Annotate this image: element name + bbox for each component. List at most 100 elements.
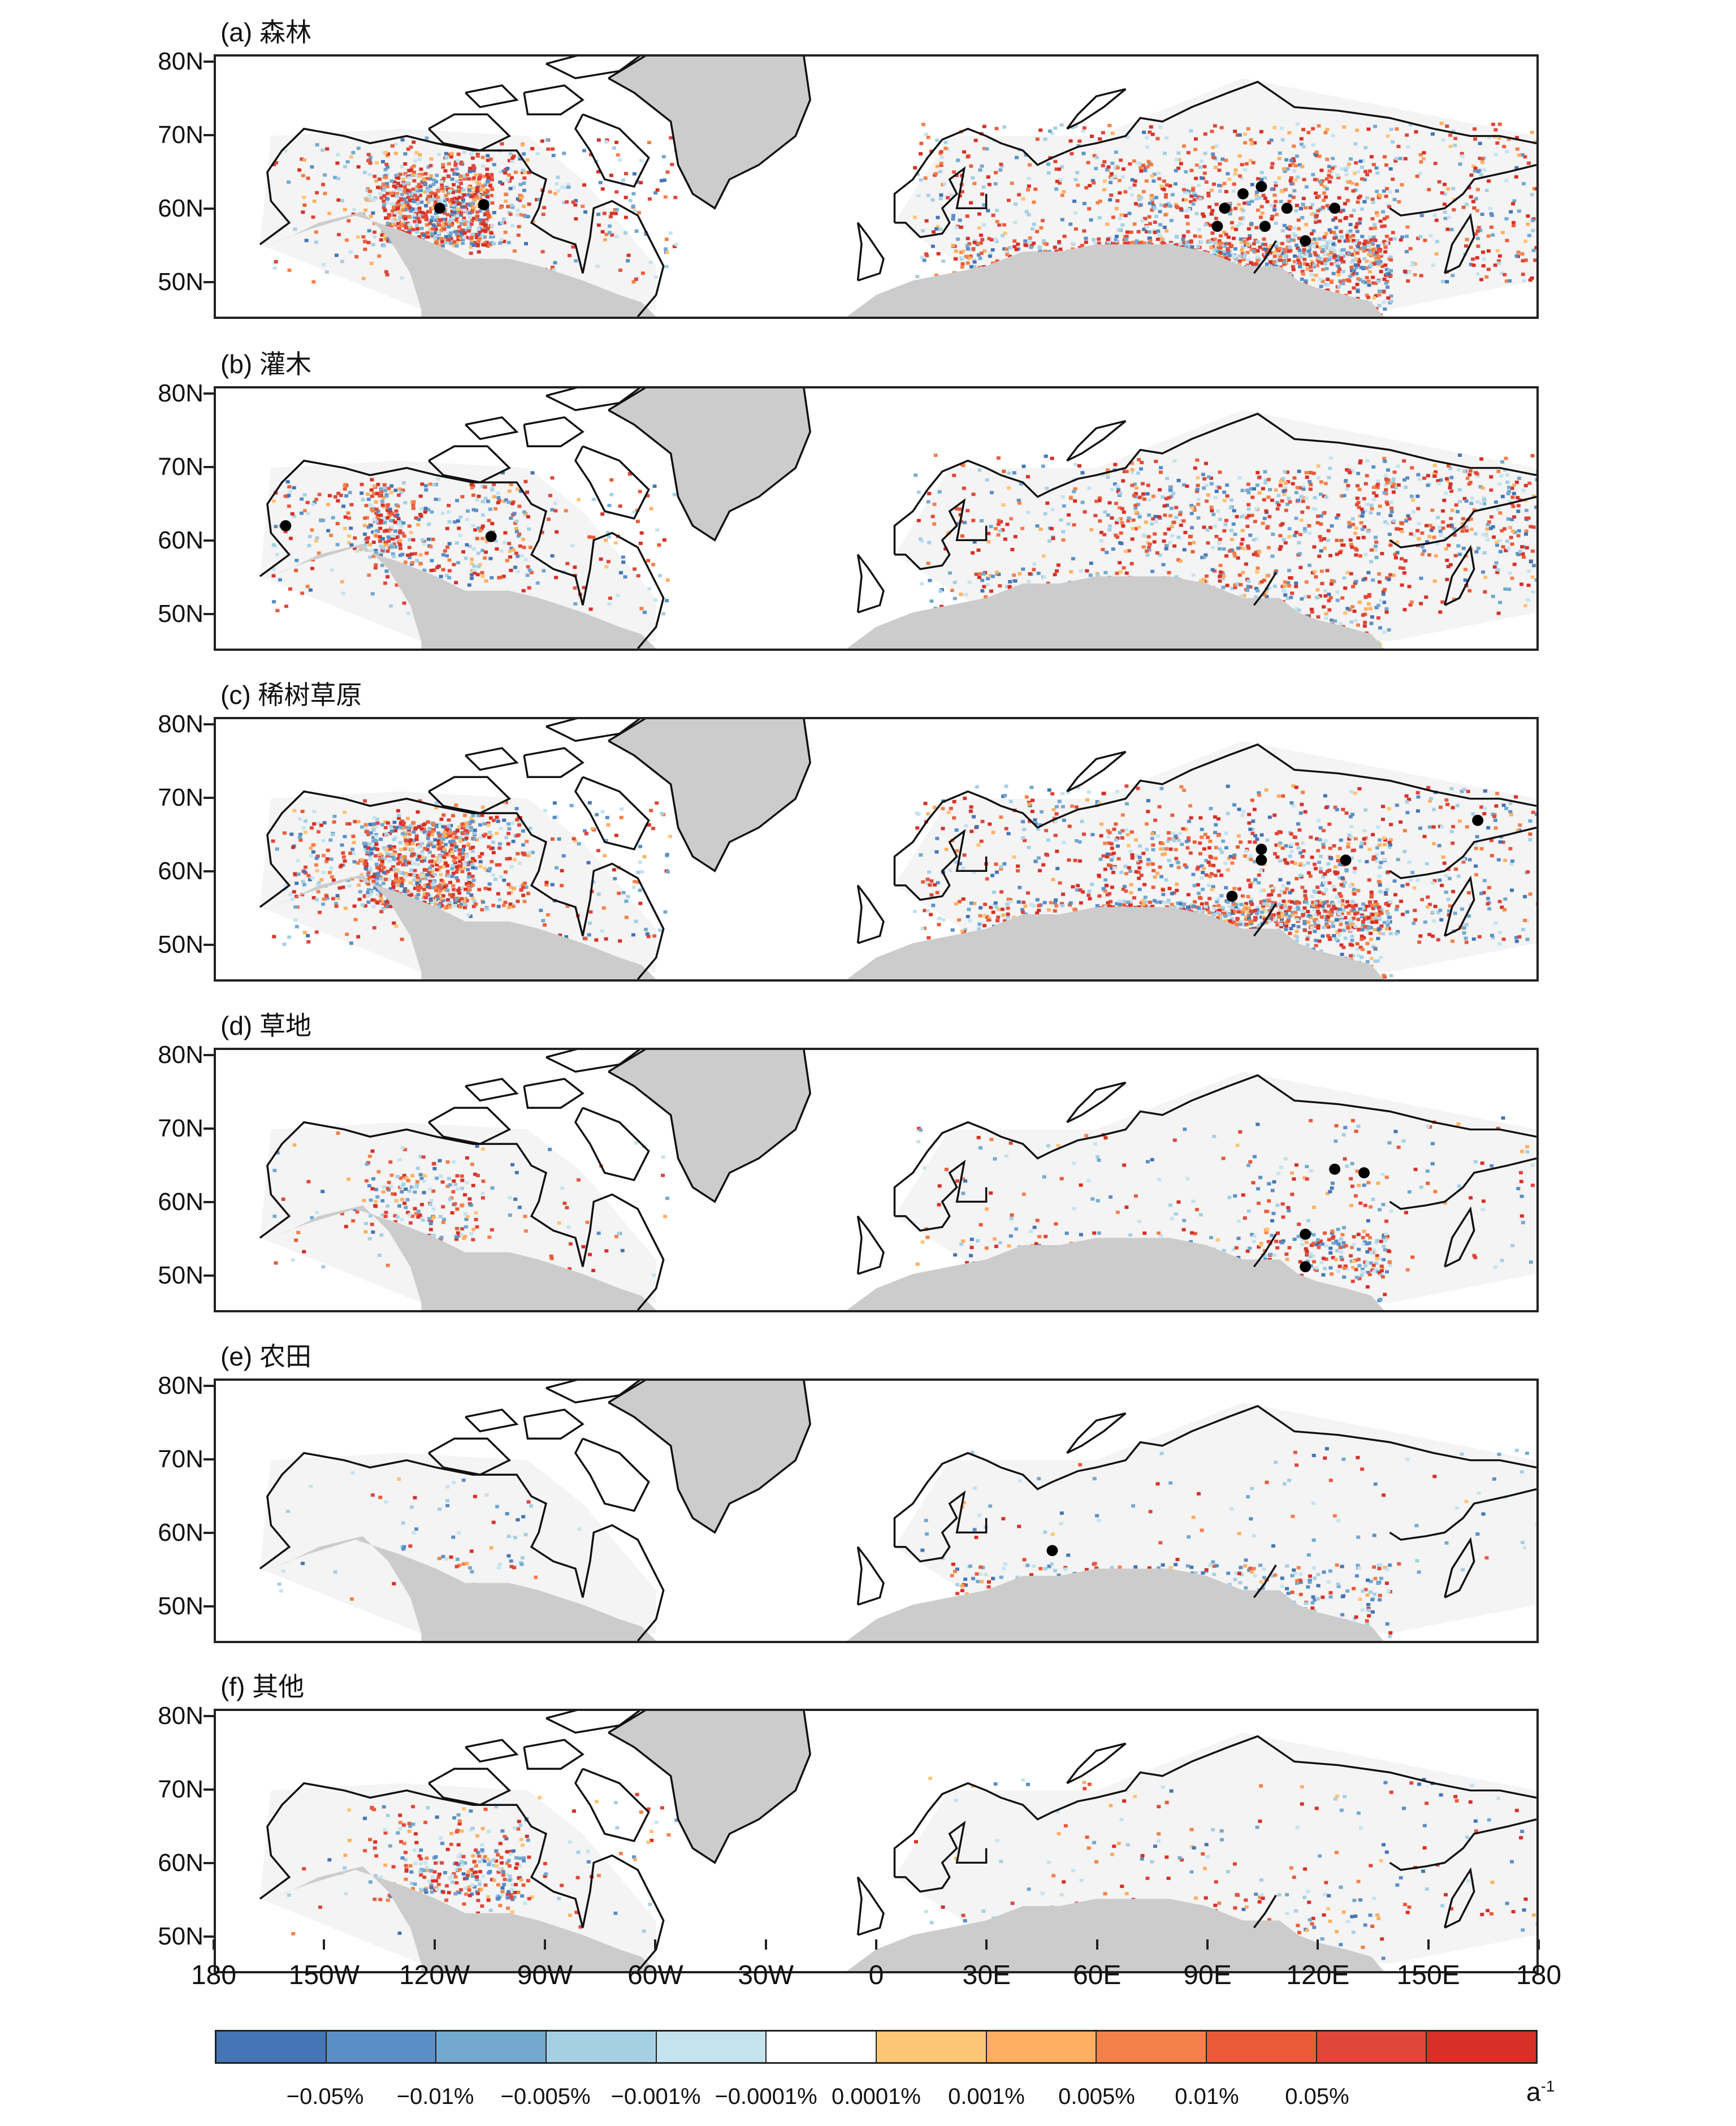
- trend-pixel: [343, 487, 347, 491]
- trend-pixel: [1337, 261, 1341, 265]
- trend-pixel: [994, 171, 998, 175]
- trend-pixel: [1014, 248, 1019, 252]
- trend-pixel: [1427, 553, 1431, 557]
- trend-pixel: [1153, 515, 1158, 518]
- trend-pixel: [1350, 269, 1354, 273]
- trend-pixel: [1521, 555, 1526, 559]
- trend-pixel: [376, 509, 380, 513]
- trend-pixel: [378, 538, 382, 542]
- trend-pixel: [550, 267, 555, 271]
- trend-pixel: [384, 494, 389, 498]
- trend-pixel: [1196, 245, 1201, 249]
- trend-pixel: [394, 509, 399, 513]
- trend-pixel: [1122, 510, 1126, 514]
- trend-pixel: [1220, 572, 1225, 576]
- trend-pixel: [428, 545, 433, 548]
- trend-pixel: [396, 493, 401, 497]
- trend-pixel: [343, 165, 348, 168]
- trend-pixel: [1342, 576, 1347, 580]
- trend-pixel: [1311, 472, 1316, 475]
- trend-pixel: [477, 565, 481, 569]
- trend-pixel: [987, 183, 992, 187]
- trend-pixel: [383, 234, 388, 238]
- trend-pixel: [302, 509, 307, 513]
- trend-pixel: [1263, 176, 1267, 180]
- trend-pixel: [307, 543, 311, 547]
- trend-pixel: [427, 188, 431, 192]
- trend-pixel: [551, 154, 556, 157]
- trend-pixel: [1463, 578, 1467, 582]
- trend-pixel: [939, 193, 943, 197]
- trend-pixel: [516, 554, 520, 558]
- trend-pixel: [1202, 477, 1207, 481]
- trend-pixel: [500, 182, 505, 186]
- trend-pixel: [1073, 227, 1078, 231]
- trend-pixel: [1352, 286, 1356, 290]
- trend-pixel: [1168, 184, 1172, 188]
- trend-pixel: [1350, 605, 1355, 609]
- trend-pixel: [647, 197, 652, 201]
- trend-pixel: [480, 184, 485, 188]
- trend-pixel: [1132, 222, 1137, 226]
- trend-pixel: [471, 508, 476, 512]
- trend-pixel: [1366, 296, 1371, 300]
- trend-pixel: [1181, 198, 1186, 202]
- trend-pixel: [509, 204, 514, 208]
- trend-pixel: [1036, 571, 1041, 575]
- trend-pixel: [1139, 169, 1144, 173]
- trend-pixel: [1369, 227, 1373, 231]
- trend-pixel: [1099, 530, 1103, 534]
- trend-pixel: [1320, 179, 1324, 183]
- trend-pixel: [1277, 176, 1282, 180]
- trend-pixel: [1154, 214, 1159, 218]
- trend-pixel: [1486, 249, 1491, 253]
- trend-pixel: [1362, 178, 1367, 182]
- trend-pixel: [1243, 168, 1248, 172]
- trend-pixel: [1416, 236, 1421, 240]
- trend-pixel: [520, 143, 525, 147]
- trend-pixel: [429, 568, 434, 572]
- trend-pixel: [574, 199, 578, 202]
- trend-pixel: [1306, 131, 1311, 135]
- trend-pixel: [382, 505, 387, 509]
- trend-pixel: [446, 237, 451, 241]
- trend-pixel: [454, 244, 459, 248]
- trend-pixel: [1007, 198, 1011, 202]
- trend-pixel: [287, 485, 292, 489]
- trend-pixel: [1240, 248, 1244, 252]
- trend-pixel: [1383, 459, 1387, 463]
- trend-pixel: [1298, 251, 1303, 255]
- trend-pixel: [412, 164, 416, 168]
- trend-pixel: [1009, 517, 1014, 521]
- trend-pixel: [1133, 202, 1138, 206]
- trend-pixel: [463, 205, 467, 209]
- trend-pixel: [505, 178, 510, 182]
- trend-pixel: [434, 218, 438, 222]
- trend-pixel: [1318, 180, 1322, 184]
- trend-pixel: [1355, 128, 1360, 132]
- trend-pixel: [1201, 212, 1205, 216]
- trend-pixel: [1081, 152, 1086, 155]
- trend-pixel: [1330, 166, 1335, 170]
- trend-pixel: [447, 520, 452, 524]
- trend-pixel: [428, 177, 433, 181]
- trend-pixel: [449, 197, 454, 201]
- trend-pixel: [1374, 548, 1378, 552]
- trend-pixel: [477, 182, 482, 185]
- trend-pixel: [398, 172, 402, 176]
- trend-pixel: [519, 196, 523, 200]
- trend-pixel: [1263, 470, 1267, 474]
- trend-pixel: [1283, 254, 1288, 258]
- trend-pixel: [1382, 630, 1387, 634]
- trend-pixel: [471, 547, 476, 551]
- trend-pixel: [1504, 179, 1509, 183]
- trend-pixel: [379, 519, 384, 523]
- trend-pixel: [1068, 222, 1073, 226]
- trend-pixel: [1482, 168, 1487, 172]
- trend-pixel: [1227, 549, 1232, 553]
- trend-pixel: [631, 280, 636, 284]
- trend-pixel: [1194, 176, 1198, 180]
- trend-pixel: [396, 226, 401, 230]
- trend-pixel: [1239, 176, 1244, 180]
- trend-pixel: [504, 192, 508, 196]
